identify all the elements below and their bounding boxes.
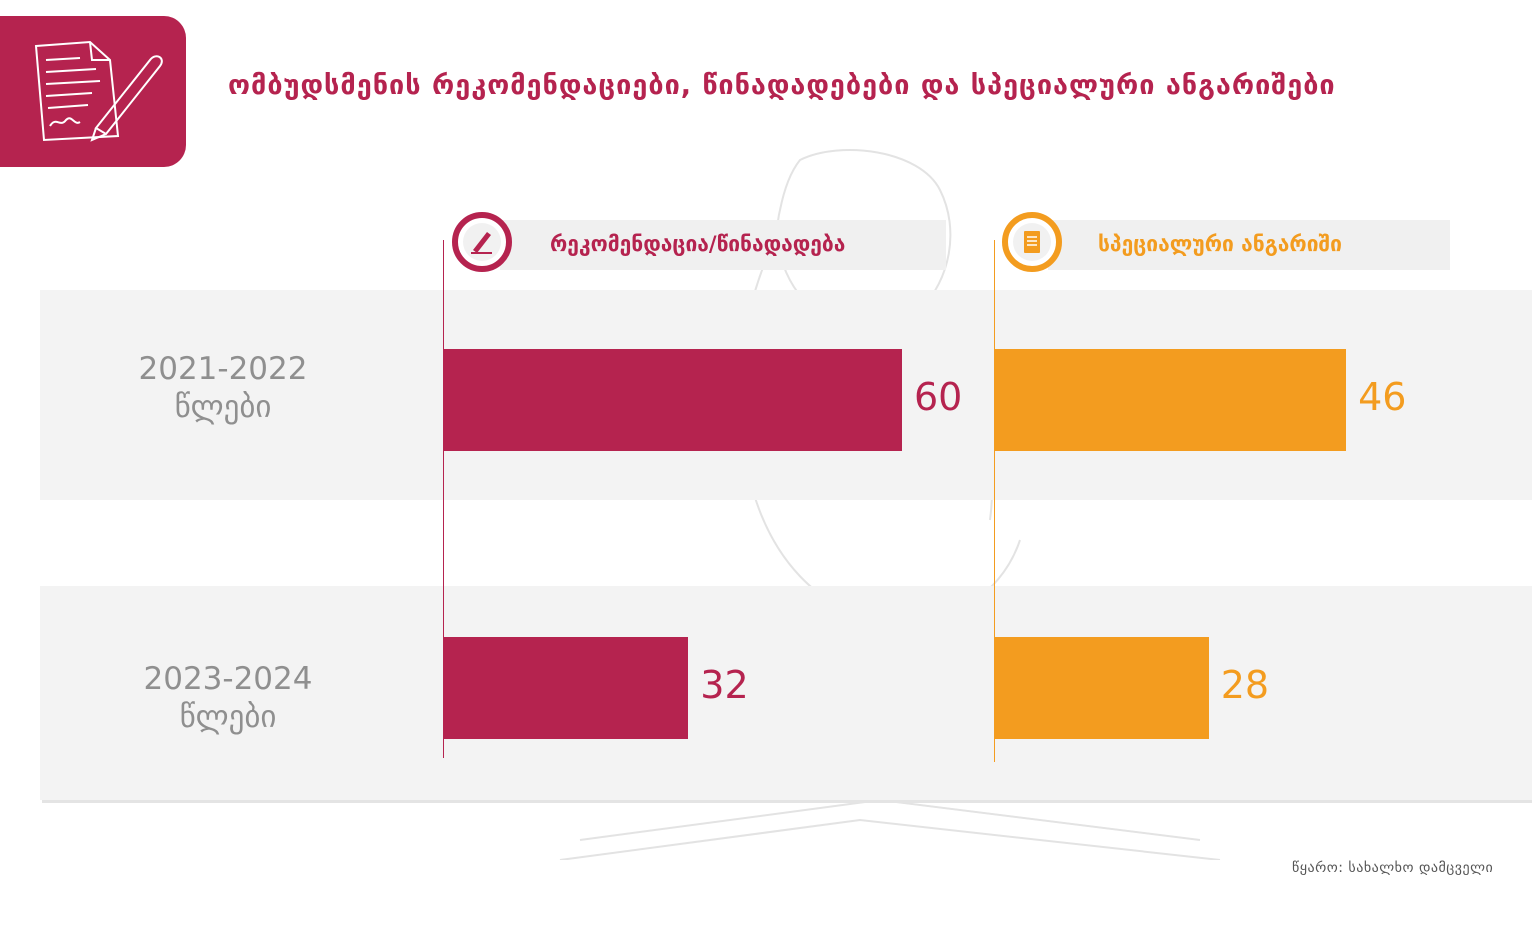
axis-line-special (994, 240, 995, 762)
value-label-recommendation-2023-2024: 32 (700, 663, 749, 707)
legend-icon-special (1002, 212, 1062, 272)
legend-label-special: სპეციალური ანგარიში (1098, 232, 1342, 256)
axis-line-recommendation (443, 240, 444, 758)
category-years: 2023-2024 (143, 661, 313, 697)
legend-bar-special (1048, 220, 1450, 270)
row-band-2023-2024 (40, 586, 1532, 800)
header-logo-box (0, 16, 186, 167)
legend-label-recommendation: რეკომენდაცია/წინადადება (550, 232, 846, 256)
pen-icon (463, 223, 501, 261)
value-label-special-2023-2024: 28 (1220, 663, 1270, 707)
bar-recommendation-2023-2024 (444, 637, 689, 739)
bottom-rule (42, 800, 1532, 803)
document-pen-icon (34, 40, 163, 142)
value-label-special-2021-2022: 46 (1358, 375, 1407, 419)
page-title: ომბუდსმენის რეკომენდაციები, წინადადებები… (228, 70, 1336, 101)
legend-bar-recommendation (500, 220, 946, 270)
bar-special-2023-2024 (995, 637, 1209, 739)
category-label-1: 2021-2022 წლები (98, 350, 348, 426)
category-label-2: 2023-2024 წლები (103, 660, 353, 736)
document-icon (1013, 223, 1051, 261)
category-unit: წლები (179, 699, 277, 735)
bar-recommendation-2021-2022 (444, 349, 902, 451)
category-unit: წლები (174, 389, 272, 425)
source-note: წყარო: სახალხო დამცველი (1292, 860, 1494, 876)
value-label-recommendation-2021-2022: 60 (914, 375, 963, 419)
legend-icon-recommendation (452, 212, 512, 272)
category-years: 2021-2022 (138, 351, 308, 387)
bar-special-2021-2022 (995, 349, 1347, 451)
